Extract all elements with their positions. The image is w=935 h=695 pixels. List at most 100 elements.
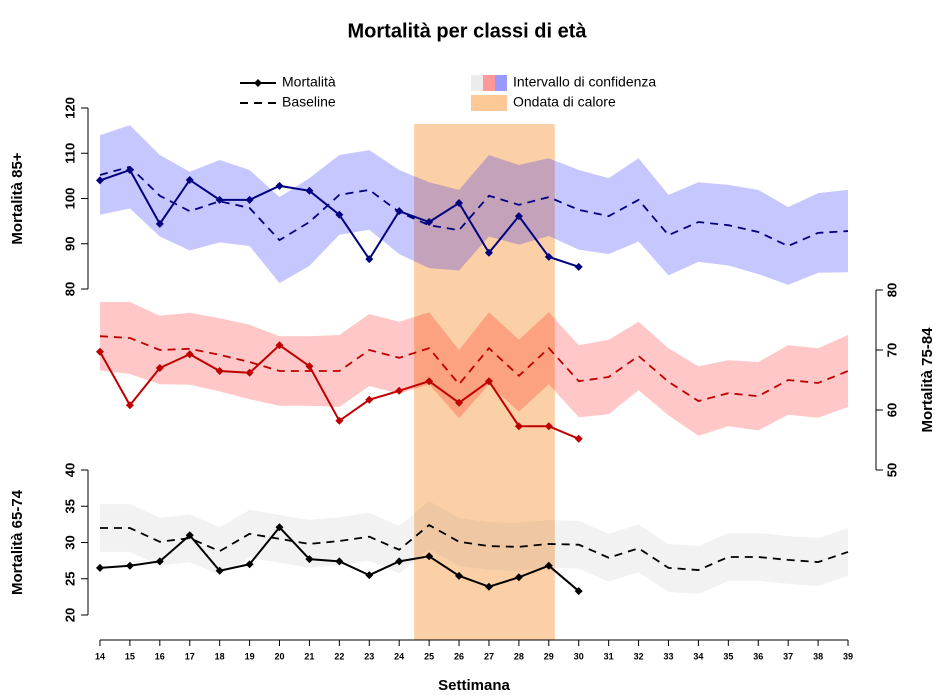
- mortality-point: [125, 561, 134, 570]
- x-tick-label: 22: [334, 651, 344, 661]
- mortality-point: [514, 573, 523, 582]
- y-tick-label: 60: [884, 403, 899, 417]
- legend-swatch: [471, 75, 483, 91]
- baseline-line: [99, 165, 849, 248]
- mortality-point: [275, 341, 284, 350]
- legend-swatch: [495, 75, 507, 91]
- mortality-point: [335, 210, 344, 219]
- mortality-point: [245, 195, 254, 204]
- mortality-point: [215, 367, 224, 375]
- mortality-point: [125, 401, 134, 410]
- y-tick-label: 90: [62, 237, 77, 251]
- legend-label: Ondata di calore: [513, 94, 616, 110]
- x-tick-label: 33: [663, 651, 673, 661]
- mortality-point: [484, 377, 493, 386]
- mortality-point: [305, 362, 314, 371]
- y-tick-label: 100: [62, 188, 77, 210]
- x-tick-label: 36: [753, 651, 763, 661]
- y-tick-label: 30: [62, 535, 77, 549]
- x-tick-label: 29: [544, 651, 554, 661]
- x-tick-label: 24: [394, 651, 404, 661]
- mortality-point: [395, 386, 404, 395]
- y-axis-label: Mortalità 65-74: [9, 489, 26, 595]
- mortality-point: [425, 377, 434, 386]
- y-tick-label: 110: [62, 143, 77, 164]
- confidence-band: [99, 302, 849, 436]
- x-tick-label: 15: [125, 651, 135, 661]
- mortality-point: [574, 434, 583, 443]
- x-tick-label: 26: [454, 651, 464, 661]
- mortality-point: [425, 552, 434, 561]
- mortality-point: [335, 557, 344, 566]
- x-tick-label: 35: [723, 651, 733, 661]
- y-tick-label: 120: [62, 97, 77, 119]
- mortality-point: [544, 252, 553, 261]
- baseline-line: [99, 524, 849, 571]
- y-axis-label: Mortalità 85+: [9, 152, 26, 244]
- y-tick-label: 40: [62, 463, 77, 477]
- confidence-band: [99, 125, 849, 285]
- mortality-point: [574, 587, 583, 596]
- x-tick-label: 17: [185, 651, 195, 661]
- x-tick-label: 21: [304, 651, 314, 661]
- mortality-point: [544, 422, 553, 431]
- legend-swatch: [471, 95, 507, 111]
- x-axis-label: Settimana: [438, 677, 510, 694]
- mortality-point: [484, 248, 493, 257]
- y-tick-label: 25: [62, 572, 77, 586]
- y-tick-label: 20: [62, 608, 77, 622]
- mortality-point: [365, 571, 374, 580]
- mortality-point: [185, 531, 194, 540]
- chart-title: Mortalità per classi di età: [348, 20, 588, 42]
- y-tick-label: 35: [62, 499, 77, 513]
- x-tick-label: 16: [155, 651, 165, 661]
- x-tick-label: 27: [484, 651, 494, 661]
- mortality-point: [574, 262, 583, 271]
- y-tick-label: 50: [884, 463, 899, 477]
- mortality-point: [185, 350, 194, 359]
- mortality-point: [514, 422, 523, 431]
- x-tick-label: 32: [634, 651, 644, 661]
- mortality-point: [215, 195, 224, 204]
- mortality-point: [155, 557, 164, 566]
- x-tick-label: 20: [274, 651, 284, 661]
- mortality-point: [544, 561, 553, 570]
- x-tick-label: 34: [693, 651, 703, 661]
- x-tick-label: 30: [574, 651, 584, 661]
- x-tick-label: 28: [514, 651, 524, 661]
- mortality-point: [395, 557, 404, 566]
- mortality-point: [455, 571, 464, 580]
- x-tick-label: 14: [95, 651, 105, 661]
- x-tick-label: 39: [843, 651, 853, 661]
- y-tick-label: 70: [884, 343, 899, 357]
- mortality-point: [395, 207, 404, 216]
- mortality-point: [245, 560, 254, 569]
- mortality-point: [95, 176, 104, 185]
- mortality-point: [514, 212, 523, 221]
- x-tick-label: 25: [424, 651, 434, 661]
- mortality-point: [365, 395, 374, 404]
- mortality-point: [245, 368, 254, 377]
- mortality-point: [275, 181, 284, 190]
- legend-marker: [254, 79, 262, 87]
- y-axis-label: Mortalità 75-84: [919, 327, 935, 433]
- mortality-point: [275, 523, 284, 532]
- y-tick-label: 80: [884, 283, 899, 297]
- x-tick-label: 19: [245, 651, 255, 661]
- mortality-point: [155, 364, 164, 372]
- mortality-point: [455, 199, 464, 208]
- mortality-point: [155, 219, 164, 228]
- mortality-point: [125, 165, 134, 174]
- x-tick-label: 38: [813, 651, 823, 661]
- mortality-point: [455, 398, 464, 407]
- mortality-point: [425, 218, 434, 227]
- legend-swatch: [483, 75, 495, 91]
- x-tick-label: 31: [604, 651, 614, 661]
- heatwave-band: [414, 124, 555, 640]
- legend-label: Mortalità: [282, 74, 336, 90]
- mortality-point: [365, 255, 374, 264]
- mortality-point: [185, 175, 194, 184]
- mortality-point: [484, 582, 493, 591]
- mortality-point: [95, 563, 104, 572]
